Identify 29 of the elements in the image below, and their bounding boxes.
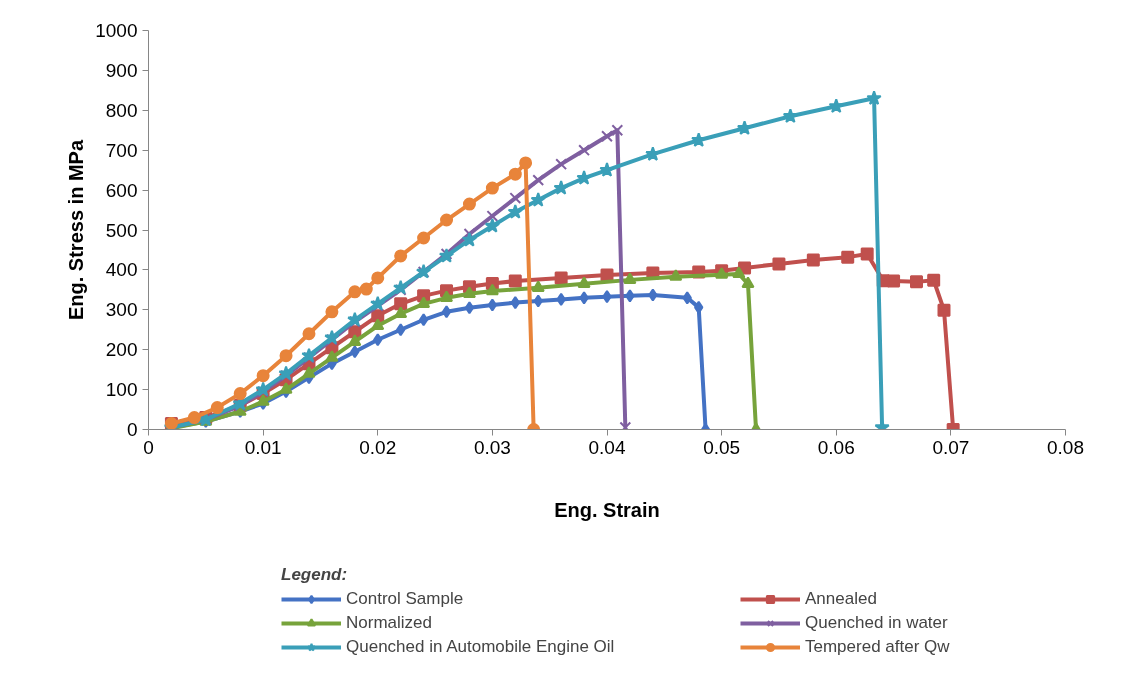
y-tick-label: 500 xyxy=(105,219,138,241)
legend-label: Control Sample xyxy=(346,589,465,609)
x-tick-label: 0.04 xyxy=(588,436,626,458)
x-tick-label: 0 xyxy=(143,436,154,458)
legend-label: Normalized xyxy=(346,613,433,633)
y-tick-label: 300 xyxy=(105,299,138,321)
x-tick-label: 0.05 xyxy=(703,436,741,458)
y-tick-label: 900 xyxy=(105,59,138,81)
x-tick-label: 0.06 xyxy=(817,436,855,458)
x-tick-label: 0.08 xyxy=(1047,436,1084,458)
y-tick-label: 800 xyxy=(105,99,138,121)
legend-label: Quenched in Automobile Engine Oil xyxy=(346,637,616,657)
x-tick-label: 0.01 xyxy=(244,436,282,458)
x-tick-label: 0.02 xyxy=(359,436,397,458)
y-tick-label: 0 xyxy=(126,419,138,440)
legend-title: Legend: xyxy=(281,565,349,585)
y-tick-label: 700 xyxy=(105,139,138,161)
legend-label: Tempered after Qw xyxy=(805,637,951,657)
x-tick-label: 0.07 xyxy=(932,436,970,458)
y-tick-label: 100 xyxy=(105,379,138,401)
legend-label: Quenched in water xyxy=(805,613,949,633)
y-tick-label: 400 xyxy=(105,259,138,281)
legend-label: Annealed xyxy=(805,589,878,609)
y-tick-label: 1000 xyxy=(95,20,138,41)
x-tick-label: 0.03 xyxy=(473,436,511,458)
y-tick-label: 200 xyxy=(105,339,138,361)
x-axis-title: Eng. Strain xyxy=(554,498,660,521)
y-tick-label: 600 xyxy=(105,179,138,201)
y-axis-title: Eng. Stress in MPa xyxy=(65,139,88,321)
